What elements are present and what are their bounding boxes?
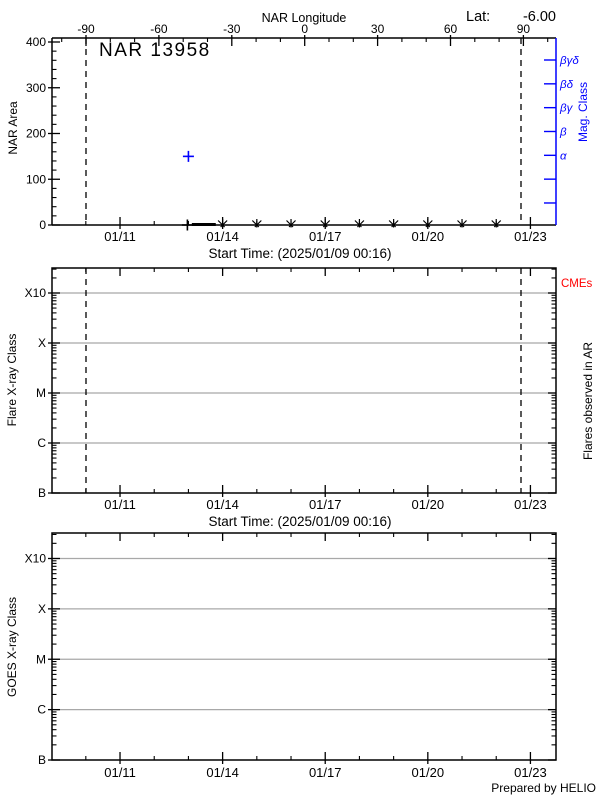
panel-border (51, 267, 557, 494)
mag-class-tick-label: βγ (559, 103, 574, 115)
lon-tick-label: -90 (77, 22, 95, 36)
area-tick-label: 100 (26, 172, 46, 186)
daily-limb-marks (322, 220, 331, 228)
daily-limb-marks (388, 220, 397, 228)
class-tick-label: C (37, 703, 46, 717)
mag-class-tick-label: βγδ (559, 55, 579, 67)
chart-render-layer: -90 -60 -30 0 30 60 90 0 100 200 300 400 01/11 01/14 0… (25, 22, 580, 780)
area-tick-label: 300 (26, 81, 46, 95)
class-tick-label: M (36, 386, 46, 400)
mag-class-tick-label: α (560, 150, 567, 162)
latitude-value: -6.00 (523, 9, 556, 25)
goes-class-axis-label: GOES X-ray Class (5, 597, 19, 697)
date-tick-label: 01/23 (514, 497, 547, 512)
date-tick-label: 01/14 (206, 229, 239, 244)
date-tick-label: 01/17 (309, 765, 342, 780)
date-tick-label: 01/14 (206, 497, 239, 512)
date-tick-label: 01/23 (514, 765, 547, 780)
class-tick-label: X (38, 336, 46, 350)
area-tick-label: 400 (26, 35, 46, 49)
area-tick-label: 0 (39, 218, 46, 232)
class-tick-label: B (38, 753, 46, 767)
date-tick-label: 01/17 (309, 229, 342, 244)
credit-label: Prepared by HELIO (491, 781, 596, 795)
top-axis-title: NAR Longitude (262, 11, 347, 25)
page-title: NAR 13958 (99, 40, 211, 61)
daily-limb-marks (354, 220, 362, 228)
daily-limb-marks (217, 220, 226, 228)
daily-limb-marks (220, 220, 228, 228)
daily-limb-marks (425, 220, 433, 228)
daily-limb-marks (457, 220, 465, 228)
chart-static-labels: NAR Longitude Lat: -6.00 NAR 13958 NAR A… (5, 9, 596, 795)
mag-class-tick-label: βδ (559, 79, 574, 91)
nar-area-axis-label: NAR Area (6, 101, 20, 155)
daily-limb-marks (422, 220, 431, 228)
lon-tick-label: -60 (150, 22, 168, 36)
date-tick-label: 01/20 (412, 765, 445, 780)
date-tick-label: 01/14 (206, 765, 239, 780)
class-tick-label: M (36, 652, 46, 666)
date-tick-label: 01/11 (104, 497, 136, 512)
daily-limb-marks (320, 220, 328, 228)
flares-observed-label: Flares observed in AR (581, 342, 595, 460)
daily-limb-marks (286, 220, 294, 228)
lon-tick-label: -30 (223, 22, 241, 36)
date-tick-label: 01/23 (514, 229, 547, 244)
date-tick-label: 01/11 (104, 229, 136, 244)
lon-tick-label: 30 (371, 22, 385, 36)
class-tick-label: B (38, 486, 46, 500)
start-time-label-1: Start Time: (2025/01/09 00:16) (208, 246, 391, 261)
class-tick-label: X10 (25, 286, 47, 300)
daily-limb-marks (491, 220, 499, 228)
latitude-label: Lat: (466, 9, 490, 25)
area-tick-label: 200 (26, 127, 46, 141)
lon-tick-label: 60 (444, 22, 458, 36)
daily-limb-marks (254, 220, 262, 228)
date-tick-label: 01/11 (104, 765, 136, 780)
daily-limb-marks (356, 220, 365, 228)
class-tick-label: X10 (25, 552, 47, 566)
daily-limb-marks (251, 220, 260, 228)
date-tick-label: 01/17 (309, 497, 342, 512)
panel-border (51, 532, 557, 761)
lon-tick-label: 90 (517, 22, 531, 36)
class-tick-label: X (38, 602, 46, 616)
lon-tick-label: 0 (301, 22, 308, 36)
date-tick-label: 01/20 (412, 229, 445, 244)
mag-class-axis-label: Mag. Class (576, 82, 590, 142)
daily-limb-marks (288, 220, 296, 228)
cmes-label: CMEs (561, 278, 593, 290)
daily-limb-marks (493, 220, 502, 228)
daily-limb-marks (391, 220, 399, 228)
start-time-label-2: Start Time: (2025/01/09 00:16) (208, 514, 391, 529)
mag-class-tick-label: β (559, 126, 567, 138)
date-tick-label: 01/20 (412, 497, 445, 512)
daily-limb-marks (459, 220, 467, 228)
class-tick-label: C (37, 436, 46, 450)
flare-class-axis-label: Flare X-ray Class (5, 334, 19, 427)
